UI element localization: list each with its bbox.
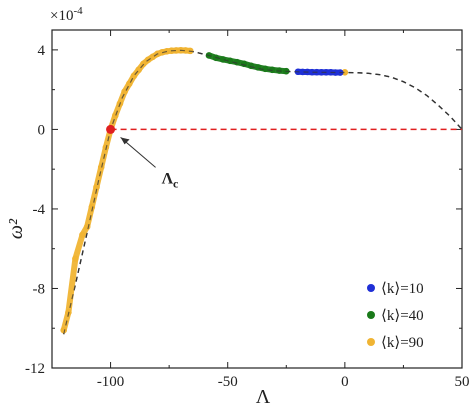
y-axis-label: ω² [5, 218, 27, 239]
legend-label: ⟨k⟩=90 [381, 335, 424, 351]
y-tick-label: -12 [25, 361, 45, 377]
critical-point-label-sub: c [173, 176, 179, 190]
x-tick-label: 0 [341, 374, 349, 390]
series-band-k40 [206, 52, 290, 75]
y-multiplier-label: ×10-4 [50, 5, 83, 24]
data-point-k90 [341, 69, 349, 76]
legend-marker [367, 311, 375, 319]
theory-curve-overlay [63, 49, 462, 335]
x-axis-label: Λ [256, 386, 271, 408]
series-band-k90 [60, 47, 194, 334]
y-tick-label: 4 [38, 43, 46, 59]
x-tick-label: -50 [218, 374, 238, 390]
legend-label: ⟨k⟩=40 [381, 308, 424, 324]
y-multiplier-exponent: -4 [73, 5, 83, 17]
plot-frame [51, 29, 463, 369]
x-tick-label: 50 [455, 374, 470, 390]
critical-point-label: Λc [162, 170, 179, 190]
data-points [60, 46, 462, 335]
axes [51, 29, 463, 369]
x-tick-label: -100 [97, 374, 125, 390]
legend-label: ⟨k⟩=10 [381, 281, 424, 297]
y-tick-label: -4 [33, 202, 46, 218]
legend-marker [367, 338, 375, 346]
critical-point [106, 124, 116, 134]
y-tick-label: -8 [33, 281, 46, 297]
annotation-arrow-head [120, 137, 130, 145]
legend-marker [367, 284, 375, 292]
y-tick-label: 0 [38, 122, 46, 138]
